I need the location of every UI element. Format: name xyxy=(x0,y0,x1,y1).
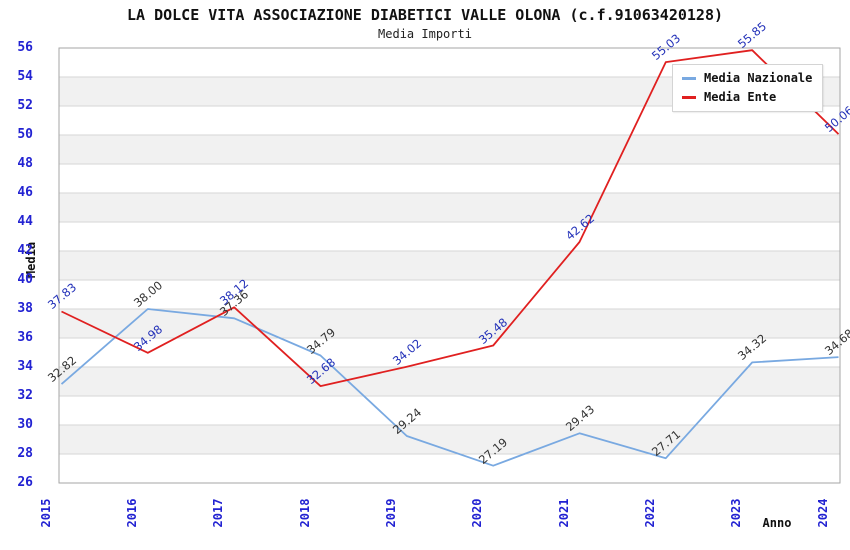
x-tick-label: 2023 xyxy=(729,498,743,528)
x-axis-title: Anno xyxy=(762,516,792,530)
y-tick-label: 52 xyxy=(17,98,33,113)
grid-band xyxy=(59,251,840,280)
series-line-1 xyxy=(61,49,840,388)
y-tick-label: 44 xyxy=(17,214,33,229)
legend-item-media-ente[interactable]: Media Ente xyxy=(682,89,812,105)
chart-title: LA DOLCE VITA ASSOCIAZIONE DIABETICI VAL… xyxy=(126,6,724,24)
grid-band xyxy=(59,193,840,222)
y-tick-label: 30 xyxy=(17,417,33,432)
y-tick-label: 56 xyxy=(17,40,33,55)
grid-band xyxy=(59,425,840,454)
x-tick-label: 2015 xyxy=(39,498,53,528)
x-tick-label: 2020 xyxy=(470,498,484,528)
x-tick-label: 2024 xyxy=(816,498,830,528)
y-tick-label: 54 xyxy=(17,69,33,84)
y-tick-label: 50 xyxy=(17,127,33,142)
y-tick-label: 48 xyxy=(17,156,33,171)
y-tick-label: 36 xyxy=(17,330,33,345)
y-tick-label: 28 xyxy=(17,446,33,461)
x-tick-label: 2017 xyxy=(211,498,225,528)
series-line-0 xyxy=(60,308,839,467)
x-tick-label: 2016 xyxy=(125,498,139,528)
y-tick-label: 32 xyxy=(17,388,33,403)
x-tick-label: 2018 xyxy=(298,498,312,528)
legend-label-media-nazionale: Media Nazionale xyxy=(704,71,813,85)
grid-band xyxy=(59,309,840,338)
y-tick-label: 42 xyxy=(17,243,33,258)
grid-band xyxy=(59,135,840,164)
x-tick-label: 2022 xyxy=(643,498,657,528)
y-tick-label: 26 xyxy=(17,475,33,490)
legend-item-media-nazionale[interactable]: Media Nazionale xyxy=(682,70,812,86)
x-tick-label: 2019 xyxy=(384,498,398,528)
legend: Media Nazionale Media Ente xyxy=(672,64,824,112)
legend-label-media-ente: Media Ente xyxy=(704,90,777,104)
y-tick-label: 34 xyxy=(17,359,33,374)
x-tick-label: 2021 xyxy=(557,498,571,528)
y-tick-label: 38 xyxy=(17,301,33,316)
grid-band xyxy=(59,367,840,396)
y-tick-label: 46 xyxy=(17,185,33,200)
plot-border xyxy=(58,47,841,484)
media-ente-line-swatch xyxy=(682,95,696,99)
media-nazionale-line-swatch xyxy=(682,76,696,80)
y-tick-label: 40 xyxy=(17,272,33,287)
chart-subtitle: Media Importi xyxy=(378,27,472,41)
